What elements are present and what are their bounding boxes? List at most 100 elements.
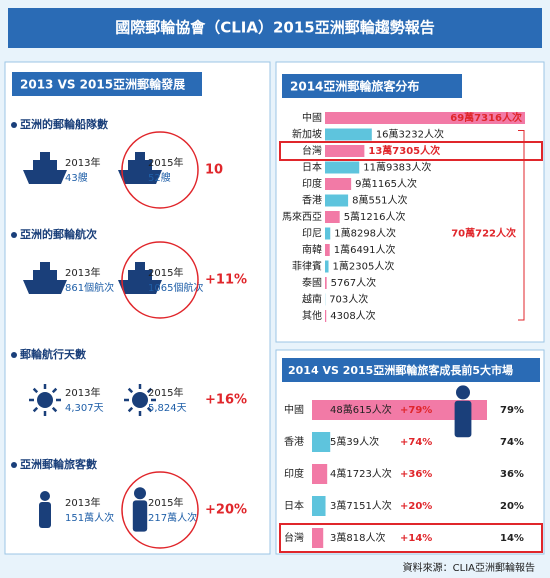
before-value: 151萬人次	[65, 511, 114, 524]
category-label: 香港	[302, 195, 322, 207]
category-label: 印度	[302, 177, 322, 190]
ship-icon	[128, 160, 152, 170]
person-icon	[132, 500, 148, 532]
bar	[312, 432, 331, 452]
growth-column: 36%	[500, 469, 524, 480]
after-year: 2015年	[148, 266, 183, 279]
value-label: 48萬615人次	[330, 403, 392, 416]
change: +11%	[205, 273, 247, 288]
value-label: 9萬1165人次	[355, 177, 417, 190]
sun-icon	[127, 406, 134, 413]
person-icon	[39, 502, 51, 528]
after-year: 2015年	[148, 156, 183, 169]
annotation: 70萬722人次	[451, 227, 516, 240]
bar	[325, 178, 352, 190]
growth-label: +20%	[400, 501, 432, 512]
before-value: 4,307天	[65, 403, 104, 414]
bar	[325, 194, 349, 207]
value-label: 8萬551人次	[352, 194, 407, 207]
value-label: 703人次	[329, 293, 368, 306]
header-title: 國際郵輪協會（CLIA）2015亞洲郵輪趨勢報告	[115, 19, 435, 37]
ship-icon	[40, 262, 50, 270]
category-label: 泰國	[302, 276, 322, 289]
growth-title: 2014 VS 2015亞洲郵輪旅客成長前5大市場	[288, 363, 513, 377]
value-label: 1萬8298人次	[334, 227, 396, 240]
before-year: 2013年	[65, 156, 100, 169]
growth-label: +14%	[400, 533, 432, 544]
after-year: 2015年	[148, 496, 183, 509]
value-label: 3萬818人次	[330, 531, 385, 544]
category-label: 南韓	[302, 243, 322, 256]
highlight-circle	[121, 131, 199, 209]
growth-label: +79%	[400, 405, 432, 416]
value-label: 16萬3232人次	[376, 128, 444, 141]
bar	[325, 145, 365, 157]
before-year: 2013年	[65, 386, 100, 399]
ship-icon	[118, 170, 162, 184]
value-label: 1萬2305人次	[333, 260, 395, 273]
section-label: 亞洲的郵輪航次	[20, 227, 97, 241]
dist-title: 2014亞洲郵輪旅客分布	[290, 79, 419, 94]
category-label: 其他	[302, 309, 322, 322]
dist-panel	[275, 61, 545, 343]
sun-icon	[32, 387, 39, 394]
value-label: 5萬39人次	[330, 435, 379, 448]
before-year: 2013年	[65, 496, 100, 509]
category-label: 新加坡	[292, 128, 322, 141]
growth-title-band	[282, 358, 540, 382]
category-label: 台灣	[284, 531, 304, 544]
before-year: 2013年	[65, 266, 100, 279]
sun-icon	[146, 406, 153, 413]
bullet	[11, 122, 17, 128]
bullet	[11, 352, 17, 358]
left-panel	[4, 61, 271, 555]
bar	[325, 112, 525, 124]
category-label: 中國	[284, 403, 304, 416]
header-band	[8, 8, 542, 48]
bar	[312, 400, 487, 420]
after-value: 5,824天	[148, 403, 187, 414]
after-value: 217萬人次	[148, 511, 197, 524]
person-icon	[134, 487, 146, 500]
ship-icon	[135, 152, 145, 160]
change: 10	[205, 163, 223, 178]
category-label: 日本	[302, 161, 322, 174]
sun-icon	[51, 387, 58, 394]
value-label: 13萬7305人次	[368, 144, 440, 157]
sun-icon	[51, 406, 58, 413]
value-label: 4308人次	[330, 309, 375, 322]
sun-icon	[127, 387, 134, 394]
highlight-box	[279, 141, 543, 161]
dist-title-band	[282, 74, 462, 98]
sun-icon	[37, 392, 53, 408]
before-value: 43艘	[65, 171, 88, 184]
ship-icon	[40, 152, 50, 160]
section-label: 亞洲郵輪旅客數	[20, 457, 97, 471]
bullet	[11, 462, 17, 468]
bullet	[11, 232, 17, 238]
person-icon	[40, 491, 50, 501]
bar	[325, 244, 330, 256]
growth-column: 79%	[500, 405, 524, 416]
ship-icon	[23, 280, 67, 294]
category-label: 馬來西亞	[282, 211, 322, 223]
growth-column: 74%	[500, 437, 524, 448]
growth-label: +36%	[400, 469, 432, 480]
growth-column: 14%	[500, 533, 524, 544]
value-label: 5767人次	[331, 276, 376, 289]
section-label: 郵輪航行天數	[20, 347, 86, 361]
growth-column: 20%	[500, 501, 524, 512]
person-icon	[454, 400, 472, 438]
ship-icon	[128, 270, 152, 280]
category-label: 台灣	[302, 144, 322, 157]
left-title-band	[12, 72, 202, 96]
bar	[312, 528, 324, 548]
bar	[312, 496, 326, 516]
bar	[325, 161, 360, 174]
bar	[325, 227, 331, 240]
value-label: 5萬1216人次	[344, 210, 406, 223]
after-value: 52艘	[148, 171, 171, 184]
bar	[325, 128, 372, 141]
highlight-box	[279, 523, 543, 553]
